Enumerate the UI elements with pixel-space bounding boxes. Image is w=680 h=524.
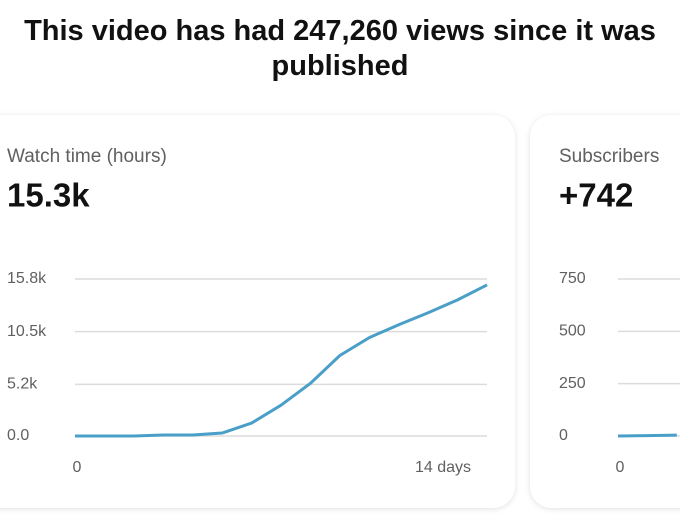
card-title: Subscribers bbox=[559, 146, 659, 167]
card-total: 15.3k bbox=[7, 177, 90, 214]
y-tick-label: 250 bbox=[559, 375, 586, 392]
y-tick-label: 5.2k bbox=[7, 376, 38, 393]
card-title: Watch time (hours) bbox=[7, 146, 167, 167]
y-tick-label: 750 bbox=[559, 270, 586, 287]
x-tick-label: 0 bbox=[616, 459, 625, 476]
x-tick-label: 14 days bbox=[415, 459, 471, 476]
y-tick-label: 15.8k bbox=[7, 270, 47, 287]
line bbox=[75, 283, 488, 438]
card-total: +742 bbox=[559, 177, 633, 214]
card bbox=[530, 115, 680, 508]
card bbox=[0, 115, 515, 508]
y-tick-label: 10.5k bbox=[7, 323, 47, 340]
line bbox=[617, 433, 677, 438]
y-tick-label: 0.0 bbox=[7, 427, 29, 444]
y-tick-label: 0 bbox=[559, 427, 568, 444]
headline: This video has had 247,260 views since i… bbox=[24, 15, 656, 82]
y-tick-label: 500 bbox=[559, 323, 586, 340]
x-tick-label: 0 bbox=[73, 459, 82, 476]
